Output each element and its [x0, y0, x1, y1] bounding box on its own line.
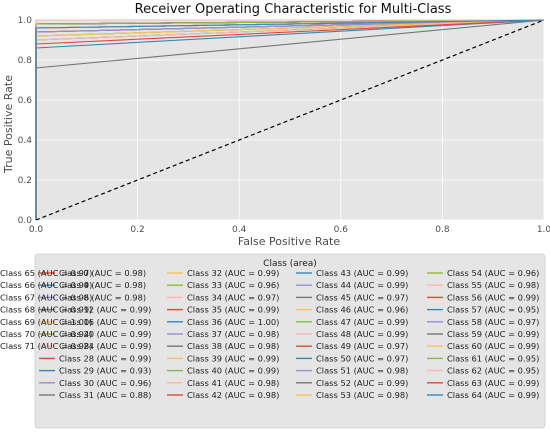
- legend-entry: Class 33 (AUC = 0.96): [187, 280, 279, 290]
- legend-entry: Class 46 (AUC = 0.96): [316, 305, 408, 315]
- legend-entry: Class 71 (AUC = 0.98): [0, 341, 92, 351]
- y-tick-label: 0.8: [18, 56, 33, 66]
- y-tick-label: 0.6: [18, 96, 33, 106]
- legend-entry: Class 54 (AUC = 0.96): [447, 268, 539, 278]
- legend-entry: Class 36 (AUC = 1.00): [187, 317, 279, 327]
- legend: Class (area) Class 0 (AUC = 0.98) Class 4…: [0, 253, 546, 429]
- y-tick-label: 0.2: [18, 176, 32, 186]
- x-tick-label: 0.8: [435, 225, 450, 235]
- x-tick-label: 0.4: [232, 225, 247, 235]
- x-axis-title: False Positive Rate: [238, 235, 340, 248]
- y-tick-label: 0.4: [18, 136, 33, 146]
- legend-entry: Class 70 (AUC = 0.94): [0, 329, 92, 339]
- legend-entry: Class 47 (AUC = 0.99): [316, 317, 408, 327]
- legend-entry: Class 12 (AUC = 0.99): [59, 305, 151, 315]
- legend-title: Class (area): [263, 259, 317, 269]
- axes: 0.0 0.2 0.4 0.6 0.8 1.0 0.0 0.2 0.4 0.6 0.8 1.0: [18, 16, 550, 235]
- legend-entry: Class 53 (AUC = 0.98): [316, 390, 408, 400]
- legend-entry: Class 60 (AUC = 0.99): [447, 341, 539, 351]
- y-axis-title: True Positive Rate: [2, 75, 15, 174]
- legend-entry: Class 32 (AUC = 0.99): [187, 268, 279, 278]
- x-tick-label: 0.6: [334, 225, 349, 235]
- legend-entry: Class 45 (AUC = 0.97): [316, 292, 408, 302]
- legend-entry: Class 67 (AUC = 0.96): [0, 292, 92, 302]
- legend-frame: [34, 253, 546, 429]
- roc-series-line: [35, 19, 545, 220]
- legend-entry: Class 49 (AUC = 0.97): [316, 341, 408, 351]
- legend-entry: Class 65 (AUC = 0.97): [0, 268, 92, 278]
- legend-entry: Class 64 (AUC = 0.99): [447, 390, 539, 400]
- legend-entry: Class 39 (AUC = 0.99): [187, 353, 279, 363]
- legend-entry: Class 51 (AUC = 0.98): [316, 366, 408, 376]
- legend-entry: Class 42 (AUC = 0.98): [187, 390, 279, 400]
- legend-entry: Class 56 (AUC = 0.99): [447, 292, 539, 302]
- x-tick-label: 0.0: [29, 225, 44, 235]
- legend-entry: Class 24 (AUC = 0.99): [59, 341, 151, 351]
- legend-entry: Class 61 (AUC = 0.95): [447, 353, 539, 363]
- x-tick-label: 1.0: [537, 225, 550, 235]
- legend-entry: Class 57 (AUC = 0.95): [447, 305, 539, 315]
- legend-entry: Class 58 (AUC = 0.97): [447, 317, 539, 327]
- x-tick-label: 0.2: [130, 225, 144, 235]
- y-tick-label: 1.0: [18, 16, 33, 26]
- legend-entry: Class 69 (AUC = 1.00): [0, 317, 92, 327]
- legend-entry: Class 48 (AUC = 0.99): [316, 329, 408, 339]
- legend-entry: Class 29 (AUC = 0.93): [59, 366, 151, 376]
- legend-entry: Class 44 (AUC = 0.99): [316, 280, 408, 290]
- legend-entry: Class 41 (AUC = 0.98): [187, 378, 279, 388]
- legend-entry: Class 28 (AUC = 0.99): [59, 353, 151, 363]
- legend-entry: Class 4 (AUC = 0.98): [59, 280, 146, 290]
- legend-entry: Class 59 (AUC = 0.99): [447, 329, 539, 339]
- plot-area: [35, 19, 545, 221]
- legend-entry: Class 62 (AUC = 0.95): [447, 366, 539, 376]
- legend-entry: Class 52 (AUC = 0.99): [316, 378, 408, 388]
- legend-entry: Class 20 (AUC = 0.99): [59, 329, 151, 339]
- plot-background: [36, 20, 544, 220]
- legend-entry: Class 43 (AUC = 0.99): [316, 268, 408, 278]
- legend-entry: Class 16 (AUC = 0.99): [59, 317, 151, 327]
- legend-entry: Class 55 (AUC = 0.98): [447, 280, 539, 290]
- legend-entry: Class 0 (AUC = 0.98): [59, 268, 146, 278]
- legend-entry: Class 37 (AUC = 0.98): [187, 329, 279, 339]
- legend-entry: Class 30 (AUC = 0.96): [59, 378, 151, 388]
- legend-entry: Class 63 (AUC = 0.99): [447, 378, 539, 388]
- y-tick-label: 0.0: [18, 216, 33, 226]
- legend-entry: Class 50 (AUC = 0.97): [316, 353, 408, 363]
- legend-entry: Class 8 (AUC = 0.98): [59, 292, 146, 302]
- legend-entry: Class 68 (AUC = 0.99): [0, 305, 92, 315]
- chart-title: Receiver Operating Characteristic for Mu…: [135, 2, 452, 17]
- legend-entry: Class 38 (AUC = 0.98): [187, 341, 279, 351]
- legend-entry: Class 35 (AUC = 0.99): [187, 305, 279, 315]
- legend-entry: Class 34 (AUC = 0.97): [187, 292, 279, 302]
- legend-entry: Class 40 (AUC = 0.99): [187, 366, 279, 376]
- legend-entry: Class 66 (AUC = 0.99): [0, 280, 92, 290]
- legend-entry: Class 31 (AUC = 0.88): [59, 390, 151, 400]
